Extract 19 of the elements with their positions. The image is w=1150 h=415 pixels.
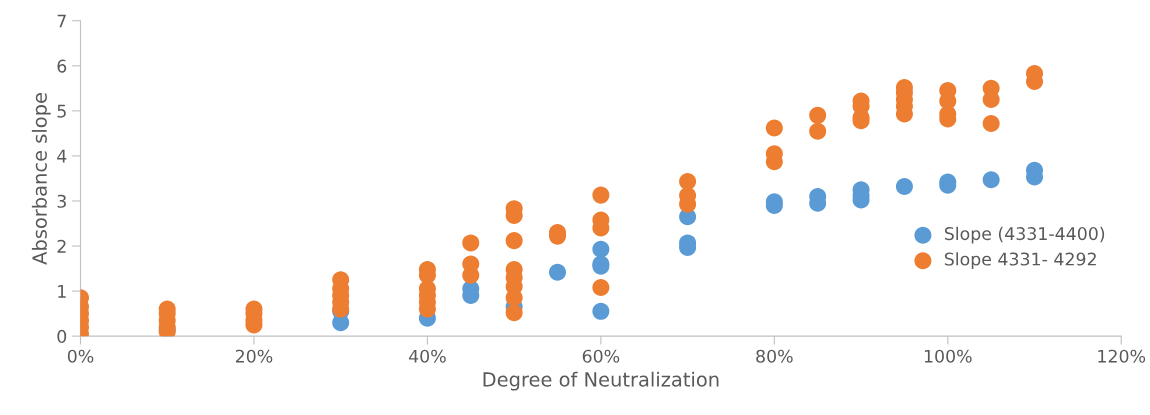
- y-tick-label: 0: [57, 329, 67, 343]
- y-tick-label: 6: [57, 59, 67, 73]
- y-axis-title: Absorbance slope: [31, 93, 51, 265]
- x-tick-label: 0%: [67, 349, 94, 363]
- y-tick-label: 4: [57, 149, 67, 163]
- legend-label: Slope (4331-4400): [944, 226, 1105, 244]
- x-tick-label: 80%: [756, 349, 793, 363]
- legend-label: Slope 4331- 4292: [944, 252, 1096, 269]
- y-tick-label: 1: [58, 285, 66, 298]
- x-axis-title: Degree of Neutralization: [483, 371, 719, 391]
- x-tick-label: 120%: [1098, 349, 1146, 363]
- x-tick-label: 40%: [408, 349, 446, 363]
- x-tick-label: 60%: [582, 349, 620, 363]
- y-tick-label: 3: [57, 194, 66, 208]
- y-tick-label: 5: [57, 104, 66, 118]
- x-tick-label: 20%: [235, 349, 273, 363]
- y-tick-label: 2: [57, 239, 66, 253]
- x-tick-label: 100%: [924, 349, 972, 363]
- y-tick-label: 7: [57, 14, 66, 28]
